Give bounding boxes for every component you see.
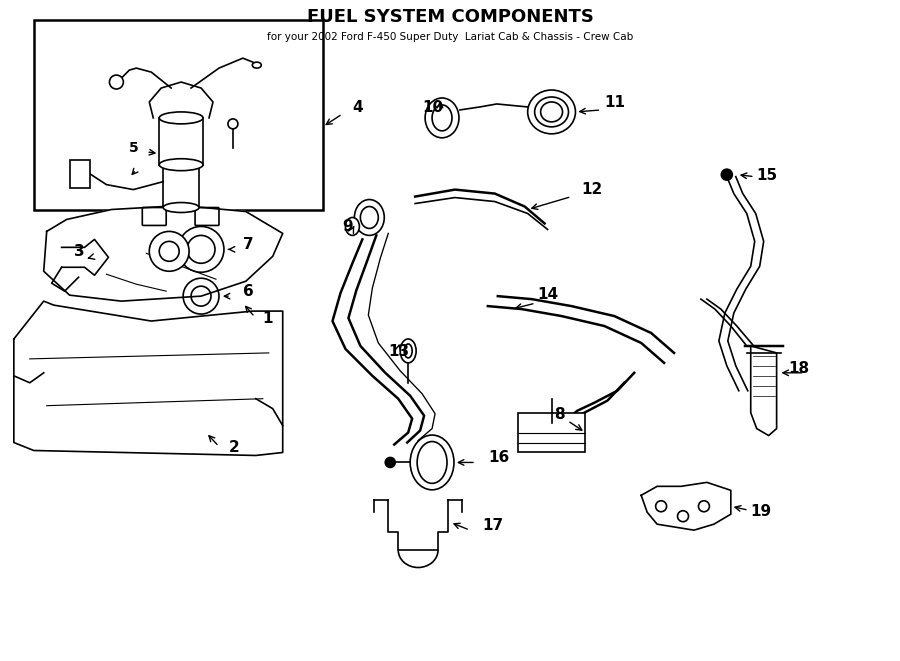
Bar xyxy=(163,165,199,208)
Ellipse shape xyxy=(541,102,562,122)
Bar xyxy=(69,160,89,188)
Bar xyxy=(159,118,203,165)
Text: 1: 1 xyxy=(263,311,274,326)
Circle shape xyxy=(159,241,179,261)
Circle shape xyxy=(110,75,123,89)
Ellipse shape xyxy=(425,98,459,137)
Ellipse shape xyxy=(163,202,199,212)
Text: 18: 18 xyxy=(788,361,810,376)
Polygon shape xyxy=(641,483,731,530)
Text: 17: 17 xyxy=(482,518,503,533)
Ellipse shape xyxy=(355,200,384,235)
Ellipse shape xyxy=(527,90,575,134)
Ellipse shape xyxy=(535,97,569,127)
Bar xyxy=(518,412,585,453)
Ellipse shape xyxy=(400,339,416,363)
Text: 8: 8 xyxy=(554,407,565,422)
Bar xyxy=(34,20,322,210)
Text: FUEL SYSTEM COMPONENTS: FUEL SYSTEM COMPONENTS xyxy=(307,9,593,26)
Circle shape xyxy=(385,457,395,467)
Text: 3: 3 xyxy=(74,245,85,259)
Ellipse shape xyxy=(159,112,203,124)
Circle shape xyxy=(678,511,688,522)
Text: 19: 19 xyxy=(751,504,772,520)
Ellipse shape xyxy=(360,206,378,229)
Ellipse shape xyxy=(432,105,452,131)
Circle shape xyxy=(178,227,224,272)
Text: 13: 13 xyxy=(388,344,410,359)
Text: 16: 16 xyxy=(488,450,509,465)
FancyBboxPatch shape xyxy=(195,208,219,225)
Text: 10: 10 xyxy=(422,100,443,115)
Circle shape xyxy=(187,235,215,263)
Text: 11: 11 xyxy=(604,95,626,110)
Circle shape xyxy=(228,119,238,129)
Text: 2: 2 xyxy=(229,440,239,455)
Ellipse shape xyxy=(159,159,203,171)
Ellipse shape xyxy=(410,435,454,490)
Polygon shape xyxy=(61,239,108,275)
Text: 7: 7 xyxy=(243,237,254,253)
Text: for your 2002 Ford F-450 Super Duty  Lariat Cab & Chassis - Crew Cab: for your 2002 Ford F-450 Super Duty Lari… xyxy=(267,32,633,42)
Circle shape xyxy=(722,169,733,180)
Polygon shape xyxy=(44,206,283,301)
Text: 4: 4 xyxy=(353,100,363,115)
Circle shape xyxy=(191,286,211,306)
Polygon shape xyxy=(149,82,213,118)
FancyBboxPatch shape xyxy=(142,208,166,225)
Polygon shape xyxy=(751,346,777,436)
Text: 15: 15 xyxy=(757,168,778,182)
Text: 12: 12 xyxy=(581,182,603,196)
Text: 14: 14 xyxy=(537,287,559,302)
Ellipse shape xyxy=(404,344,412,358)
Circle shape xyxy=(655,501,667,512)
Text: 9: 9 xyxy=(343,219,353,235)
Circle shape xyxy=(698,501,709,512)
Circle shape xyxy=(183,278,219,314)
Ellipse shape xyxy=(252,62,261,68)
Circle shape xyxy=(149,231,189,271)
Ellipse shape xyxy=(417,442,447,483)
Ellipse shape xyxy=(346,217,359,235)
Polygon shape xyxy=(14,301,283,455)
Text: 5: 5 xyxy=(130,141,140,155)
Text: 6: 6 xyxy=(243,284,254,299)
